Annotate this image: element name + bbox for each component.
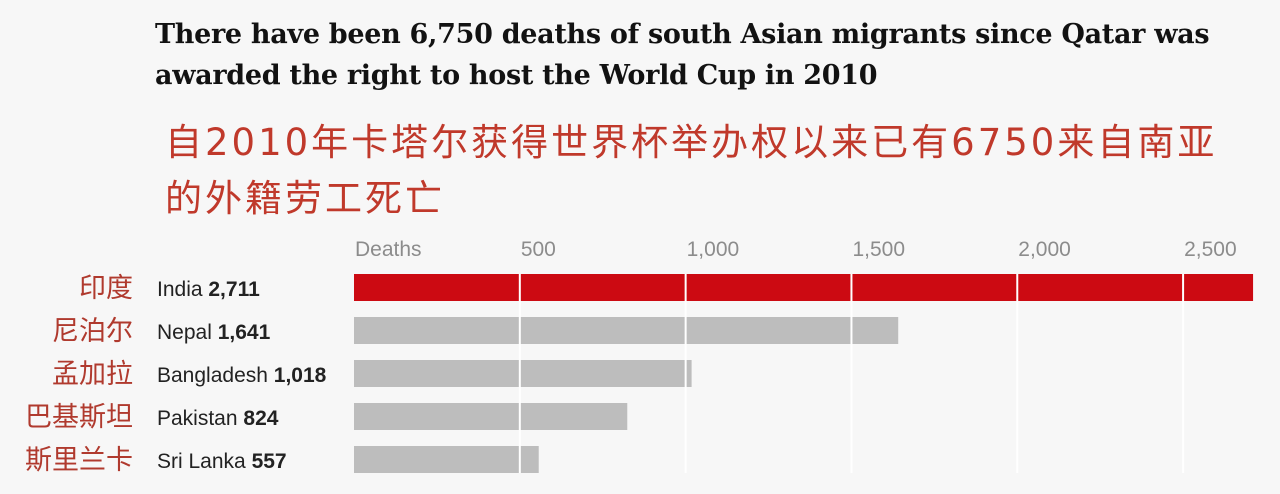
bar-sri-lanka <box>354 446 539 473</box>
category-name: Pakistan <box>157 407 243 430</box>
category-name: Sri Lanka <box>157 450 252 473</box>
bar-bangladesh <box>354 360 692 387</box>
category-name: Bangladesh <box>157 364 274 387</box>
bar-india <box>354 274 1254 301</box>
category-label: Sri Lanka 557 <box>157 450 287 473</box>
category-label: India 2,711 <box>157 278 260 301</box>
chart-title: There have been 6,750 deaths of south As… <box>155 19 1210 91</box>
x-tick-label: 1,500 <box>852 238 905 261</box>
data-label: 824 <box>243 407 278 430</box>
data-label: 557 <box>252 450 287 473</box>
x-tick-label: 500 <box>521 238 556 261</box>
category-label-chinese: 尼泊尔 <box>52 316 133 347</box>
x-tick-label: 2,000 <box>1018 238 1071 261</box>
category-label: Pakistan 824 <box>157 407 279 430</box>
category-label: Nepal 1,641 <box>157 321 271 344</box>
category-label-chinese: 印度 <box>79 273 133 304</box>
x-tick-label: 2,500 <box>1184 238 1237 261</box>
chart-subtitle-chinese: 自2010年卡塔尔获得世界杯举办权以来已有6750来自南亚的外籍劳工死亡 <box>165 121 1218 220</box>
bar-pakistan <box>354 403 628 430</box>
data-label: 1,018 <box>274 364 327 387</box>
x-tick-label: 1,000 <box>687 238 740 261</box>
category-label: Bangladesh 1,018 <box>157 364 327 387</box>
category-label-chinese: 巴基斯坦 <box>25 402 133 433</box>
category-name: India <box>157 278 208 301</box>
category-name: Nepal <box>157 321 218 344</box>
category-label-chinese: 孟加拉 <box>52 359 133 390</box>
category-label-chinese: 斯里兰卡 <box>25 445 133 476</box>
data-label: 2,711 <box>208 278 260 301</box>
x-axis-title: Deaths <box>355 238 422 261</box>
bar-nepal <box>354 317 899 344</box>
data-label: 1,641 <box>218 321 271 344</box>
